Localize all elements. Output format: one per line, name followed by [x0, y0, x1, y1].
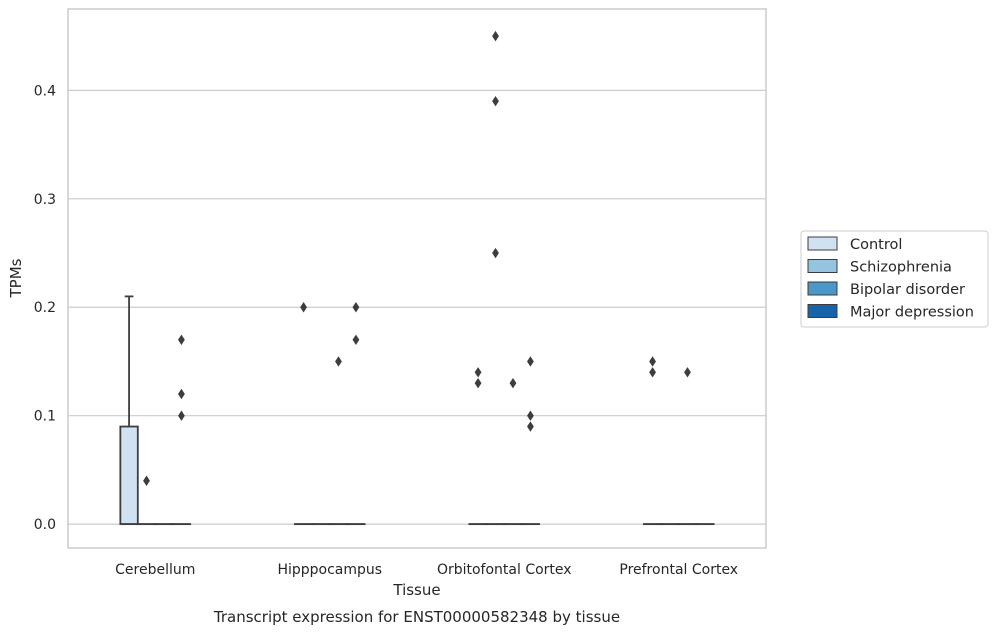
x-tick-label: Prefrontal Cortex — [619, 562, 738, 578]
box-body — [119, 425, 139, 526]
outlier-point — [178, 334, 185, 345]
outlier-point — [492, 247, 499, 259]
legend-label: Bipolar disorder — [850, 282, 965, 298]
outlier-point — [527, 356, 534, 367]
box-layer — [119, 30, 715, 526]
outlier-point — [684, 367, 691, 378]
outlier-point — [527, 421, 534, 432]
legend: Control Schizophrenia Bipolar disorder Majo… — [800, 230, 989, 328]
outlier-point — [474, 367, 482, 378]
legend-swatch — [807, 281, 838, 296]
x-tick-label: Hipppocampus — [277, 562, 382, 578]
legend-swatch — [807, 259, 838, 273]
legend-label: Major depression — [850, 305, 974, 321]
legend-label: Schizophrenia — [850, 260, 952, 276]
chart-caption: Transcript expression for ENST0000058234… — [213, 608, 620, 626]
plot-frame — [67, 8, 767, 549]
x-axis-label: Tissue — [392, 581, 440, 599]
outlier-point — [474, 377, 482, 389]
outlier-point — [300, 302, 307, 313]
outlier-point — [649, 356, 656, 367]
grid-layer — [68, 89, 766, 525]
outlier-point — [352, 334, 360, 345]
outlier-point — [178, 410, 185, 421]
outlier-point — [527, 410, 534, 421]
outlier-point — [492, 95, 499, 107]
axis-layer: 0.0 0.1 0.2 0.3 0.4 Cerebellum Hipppocampus Orb… — [34, 83, 738, 578]
y-tick-label: 0.1 — [34, 409, 56, 425]
outlier-point — [178, 388, 185, 400]
legend-label: Control — [850, 237, 902, 253]
y-tick-label: 0.3 — [34, 192, 56, 208]
legend-swatch — [807, 304, 838, 318]
outlier-point — [335, 356, 342, 367]
outlier-point — [649, 367, 656, 378]
outlier-point — [509, 377, 517, 389]
x-tick-label: Orbitofontal Cortex — [437, 562, 572, 578]
legend-frame — [800, 230, 989, 328]
legend-swatch — [807, 236, 838, 251]
x-tick-label: Cerebellum — [115, 562, 195, 578]
y-tick-label: 0.4 — [34, 83, 56, 99]
y-tick-label: 0.2 — [34, 300, 56, 316]
outlier-point — [143, 475, 150, 486]
y-tick-label: 0.0 — [34, 517, 56, 533]
outlier-point — [352, 302, 360, 313]
y-axis-label: TPMs — [7, 258, 25, 298]
outlier-point — [492, 30, 499, 42]
